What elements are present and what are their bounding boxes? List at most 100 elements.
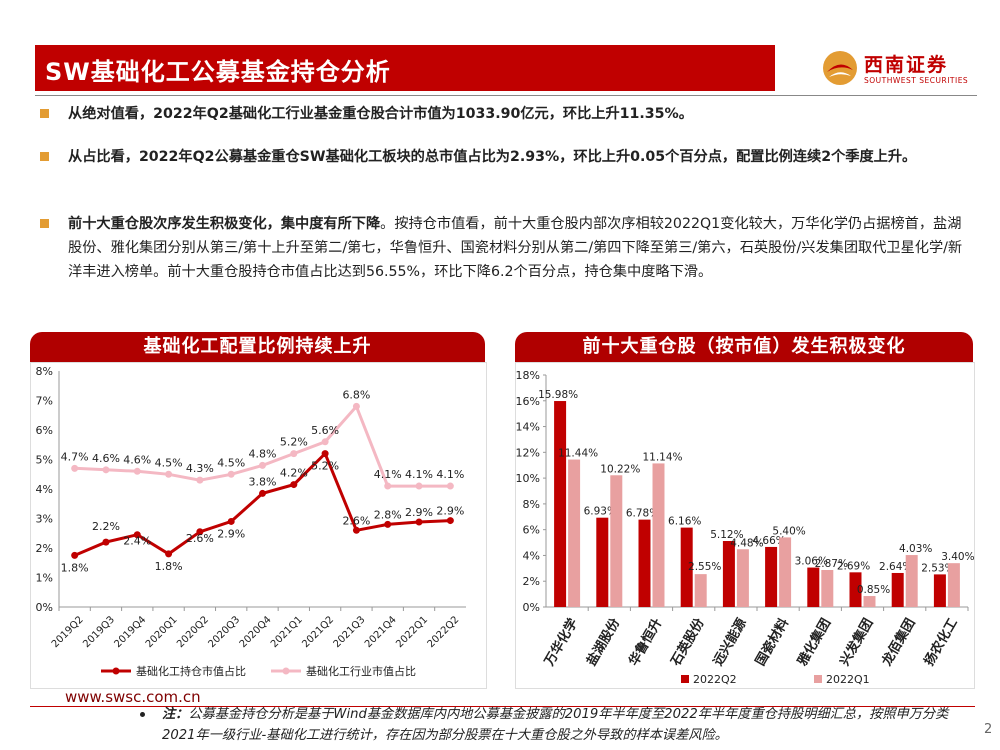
footnote: 注：公募基金持仓分析是基于Wind基金数据库内内地公募基金披露的2019年半年度…	[140, 704, 980, 746]
data-point	[259, 461, 266, 469]
legend-swatch-dot	[282, 667, 290, 675]
data-label: 2.6%	[342, 514, 370, 527]
bullet-bold-text: 从占比看，2022年Q2公募基金重仓SW基础化工板块的总市值占比为2.93%，环…	[68, 149, 917, 165]
y-tick-label: 2%	[523, 575, 540, 588]
bar-2022Q1	[905, 555, 918, 607]
x-tick-label: 万华化学	[541, 616, 581, 670]
bar-2022Q2	[554, 401, 567, 607]
y-tick-label: 0%	[36, 601, 53, 614]
data-label: 15.98%	[538, 389, 578, 401]
y-tick-label: 10%	[516, 472, 540, 485]
bar-chart-title: 前十大重仓股（按市值）发生积极变化	[515, 332, 973, 362]
data-label: 2.55%	[688, 561, 721, 573]
x-tick-label: 2021Q2	[300, 614, 336, 650]
y-tick-label: 12%	[516, 446, 540, 459]
data-point	[290, 450, 298, 458]
legend-label: 2022Q1	[826, 673, 870, 686]
bar-2022Q1	[947, 563, 960, 607]
data-label: 2.6%	[186, 532, 214, 545]
data-label: 3.06%	[795, 556, 828, 568]
x-tick-label: 石英股份	[667, 615, 708, 670]
bar-2022Q2	[807, 567, 820, 607]
data-point	[321, 438, 329, 446]
data-label: 2.87%	[815, 558, 848, 570]
header-divider	[35, 95, 977, 96]
y-tick-label: 0%	[523, 601, 540, 614]
x-tick-label: 2021Q3	[332, 614, 368, 650]
bullet-square-icon	[40, 152, 49, 161]
y-tick-label: 5%	[36, 454, 53, 467]
bar-2022Q2	[596, 517, 609, 607]
page-title: SW基础化工公募基金持仓分析	[45, 58, 391, 86]
logo-icon	[823, 51, 857, 85]
bullet-square-icon	[40, 219, 49, 228]
x-tick-label: 2022Q1	[394, 614, 430, 650]
data-label: 5.6%	[311, 424, 339, 437]
data-label: 4.6%	[123, 453, 151, 466]
data-label: 4.7%	[61, 450, 89, 463]
bar-2022Q2	[891, 572, 904, 607]
x-tick-label: 华鲁恒升	[626, 616, 666, 669]
data-label: 4.03%	[899, 543, 932, 555]
bullet-top-ten: 前十大重仓股次序发生积极变化，集中度有所下降。按持仓市值看，前十大重仓股内部次序…	[40, 212, 975, 284]
data-label: 5.2%	[280, 436, 308, 449]
x-tick-label: 2020Q3	[206, 614, 242, 650]
data-point	[384, 482, 392, 490]
x-tick-label: 2019Q2	[50, 614, 86, 650]
bar-2022Q1	[736, 549, 749, 607]
data-point	[133, 531, 141, 539]
data-point	[196, 476, 204, 484]
y-tick-label: 3%	[36, 513, 53, 526]
data-point	[196, 528, 204, 536]
y-tick-label: 18%	[516, 369, 540, 382]
y-tick-label: 4%	[523, 549, 540, 562]
bar-2022Q1	[610, 475, 623, 607]
footnote-label: 注：	[162, 707, 189, 722]
data-label: 2.9%	[436, 505, 464, 518]
data-label: 11.14%	[642, 451, 682, 463]
data-label: 4.1%	[374, 468, 402, 481]
footnote-bullet-icon	[140, 712, 145, 717]
data-point	[321, 450, 329, 458]
x-tick-label: 雅化集团	[794, 616, 834, 669]
data-label: 3.40%	[941, 551, 974, 563]
data-point	[227, 517, 235, 525]
data-point	[165, 470, 173, 478]
bar-2022Q2	[722, 541, 735, 607]
y-tick-label: 16%	[516, 395, 540, 408]
x-tick-label: 龙佰集团	[879, 616, 919, 669]
line-chart-panel: 0% 1% 2% 3% 4% 5% 6% 7% 8% 2019Q2 2019Q3 2019Q4 2020…	[30, 362, 487, 689]
data-label: 4.48%	[730, 537, 763, 549]
title-bar: SW基础化工公募基金持仓分析	[35, 45, 775, 91]
data-label: 4.1%	[405, 468, 433, 481]
page-number: 2	[984, 722, 993, 737]
bar-chart: 0% 2% 4% 6% 8% 10% 12% 14% 16% 18% 15.98% 11.44% 万华化…	[516, 369, 975, 686]
footnote-text: 公募基金持仓分析是基于Wind基金数据库内内地公募基金披露的2019年半年度至2…	[162, 707, 949, 743]
bullet-share: 从占比看，2022年Q2公募基金重仓SW基础化工板块的总市值占比为2.93%，环…	[40, 145, 975, 169]
bar-2022Q2	[765, 546, 778, 607]
data-label: 2.2%	[92, 520, 120, 533]
data-point	[446, 482, 454, 490]
y-tick-label: 8%	[36, 365, 53, 378]
x-tick-label: 2020Q4	[238, 614, 274, 650]
bar-2022Q2	[680, 527, 693, 607]
x-tick-label: 2021Q4	[363, 614, 399, 650]
data-label: 5.2%	[311, 460, 339, 473]
data-point	[384, 520, 392, 528]
x-tick-label: 2020Q2	[175, 614, 211, 650]
x-tick-label: 2021Q1	[269, 614, 305, 650]
bullet-square-icon	[40, 109, 49, 118]
data-label: 4.3%	[186, 462, 214, 475]
data-label: 2.64%	[879, 561, 912, 573]
y-tick-label: 7%	[36, 395, 53, 408]
y-tick-label: 14%	[516, 421, 540, 434]
footer-divider	[30, 706, 975, 707]
data-point	[71, 551, 79, 559]
x-tick-label: 2022Q2	[426, 614, 462, 650]
x-tick-label: 兴发集团	[837, 616, 877, 669]
data-point	[446, 517, 454, 525]
logo-name-cn: 西南证券	[864, 54, 949, 76]
x-tick-label: 盐湖股份	[583, 615, 623, 669]
data-point	[415, 518, 423, 526]
data-label: 5.12%	[710, 529, 743, 541]
